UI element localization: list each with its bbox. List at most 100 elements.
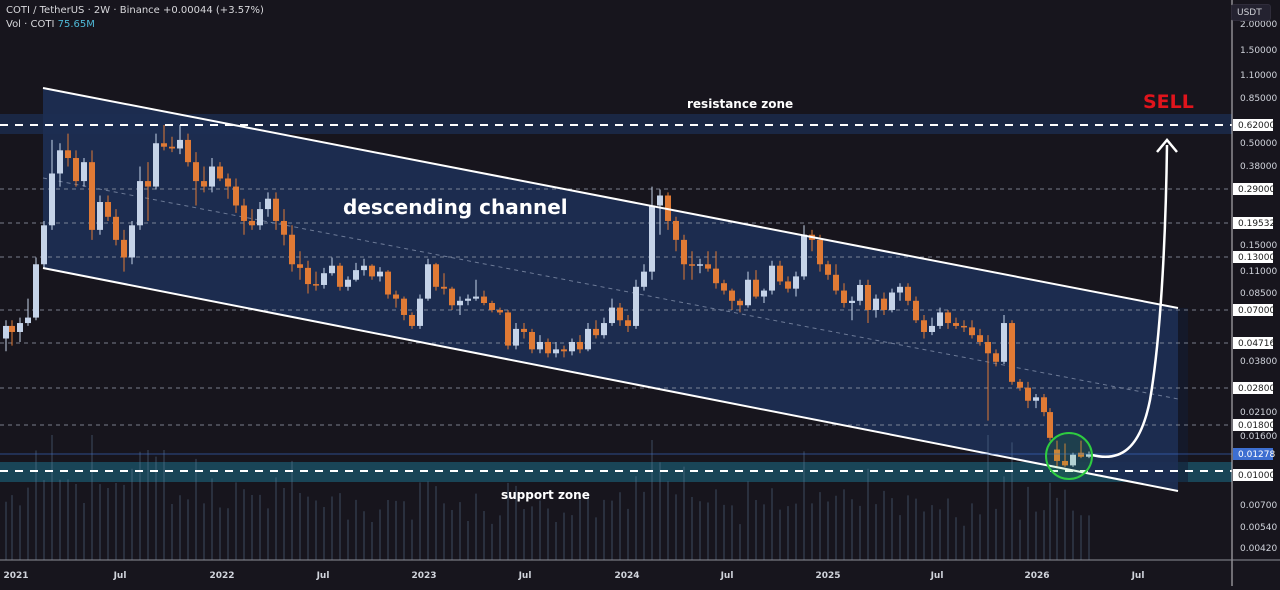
candle[interactable] (265, 192, 271, 217)
candle[interactable] (561, 345, 567, 358)
candle[interactable] (217, 162, 223, 182)
candle[interactable] (1047, 408, 1053, 441)
candle[interactable] (817, 234, 823, 272)
candle[interactable] (65, 133, 71, 167)
price-level-badge[interactable] (1233, 382, 1273, 394)
candle[interactable] (137, 166, 143, 230)
candle[interactable] (641, 264, 647, 291)
candle[interactable] (49, 139, 55, 230)
candle[interactable] (433, 262, 439, 291)
candle[interactable] (673, 216, 679, 252)
candle[interactable] (89, 150, 95, 240)
candle[interactable] (385, 270, 391, 299)
candle[interactable] (185, 133, 191, 167)
support-zone-label[interactable]: support zone (501, 488, 590, 502)
candle[interactable] (321, 267, 327, 289)
candle[interactable] (17, 317, 23, 342)
candle[interactable] (585, 323, 591, 352)
candle[interactable] (449, 286, 455, 310)
candle[interactable] (145, 162, 151, 221)
candle[interactable] (841, 283, 847, 308)
candle[interactable] (313, 271, 319, 291)
candle[interactable] (521, 323, 527, 339)
candle[interactable] (793, 271, 799, 297)
candle[interactable] (177, 125, 183, 155)
candle[interactable] (409, 312, 415, 329)
candle[interactable] (281, 209, 287, 246)
candle[interactable] (617, 303, 623, 326)
candle[interactable] (553, 341, 559, 358)
candle[interactable] (337, 262, 343, 291)
candle[interactable] (929, 317, 935, 336)
candle[interactable] (921, 314, 927, 339)
candle[interactable] (121, 229, 127, 272)
price-level-badge[interactable] (1233, 119, 1273, 131)
candle[interactable] (761, 288, 767, 304)
price-level-badge[interactable] (1233, 183, 1273, 195)
projection-arrow[interactable] (1091, 144, 1169, 459)
candle[interactable] (849, 296, 855, 321)
candle[interactable] (297, 251, 303, 280)
candle[interactable] (41, 220, 47, 268)
candle[interactable] (305, 260, 311, 294)
candle[interactable] (545, 338, 551, 358)
candle[interactable] (689, 251, 695, 280)
symbol-title[interactable]: COTI / TetherUS · 2W · Binance (6, 5, 160, 16)
price-level-badge[interactable] (1233, 304, 1273, 316)
candle[interactable] (953, 317, 959, 329)
sell-signal-label[interactable]: SELL (1143, 91, 1194, 113)
candle[interactable] (209, 158, 215, 193)
candle[interactable] (3, 320, 9, 352)
candle[interactable] (721, 279, 727, 295)
candle[interactable] (657, 189, 663, 235)
candle[interactable] (249, 209, 255, 230)
candle[interactable] (777, 260, 783, 285)
candle[interactable] (801, 225, 807, 280)
candle[interactable] (697, 258, 703, 274)
candle[interactable] (913, 296, 919, 324)
volume-label[interactable]: Vol · COTI (6, 19, 55, 30)
candle[interactable] (569, 338, 575, 356)
candle[interactable] (129, 220, 135, 265)
candle[interactable] (1001, 314, 1007, 365)
candle[interactable] (361, 258, 367, 276)
candle[interactable] (681, 234, 687, 280)
candle[interactable] (769, 260, 775, 295)
candle[interactable] (473, 279, 479, 301)
candle[interactable] (465, 294, 471, 306)
candle[interactable] (225, 173, 231, 199)
candle[interactable] (785, 276, 791, 293)
candle[interactable] (881, 292, 887, 315)
candle[interactable] (1033, 393, 1039, 409)
price-level-badge[interactable] (1233, 469, 1273, 481)
candle[interactable] (537, 335, 543, 354)
candle[interactable] (993, 349, 999, 367)
candle[interactable] (649, 186, 655, 280)
candle[interactable] (593, 320, 599, 339)
candle[interactable] (441, 273, 447, 295)
candle[interactable] (897, 283, 903, 301)
candle[interactable] (153, 133, 159, 190)
candle[interactable] (945, 309, 951, 329)
candle[interactable] (9, 320, 15, 346)
candle[interactable] (1041, 393, 1047, 417)
highlight-circle[interactable] (1045, 432, 1093, 480)
candle[interactable] (633, 279, 639, 329)
candle[interactable] (241, 198, 247, 235)
candle[interactable] (705, 251, 711, 272)
candle[interactable] (745, 271, 751, 308)
candle[interactable] (825, 260, 831, 280)
candle[interactable] (737, 298, 743, 313)
candle[interactable] (73, 150, 79, 187)
candle[interactable] (969, 320, 975, 339)
candle[interactable] (113, 209, 119, 246)
candle[interactable] (577, 335, 583, 354)
candle[interactable] (905, 283, 911, 306)
candle[interactable] (753, 270, 759, 299)
candle[interactable] (1025, 381, 1031, 409)
candle[interactable] (289, 225, 295, 272)
candle[interactable] (273, 192, 279, 230)
candle[interactable] (937, 307, 943, 329)
candle[interactable] (505, 309, 511, 350)
